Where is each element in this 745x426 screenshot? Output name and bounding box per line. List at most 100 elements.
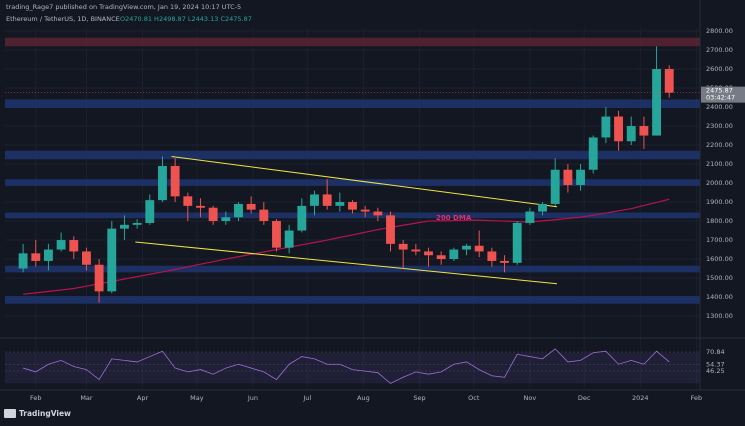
countdown: 03:42:47: [706, 94, 735, 102]
y-tick-label: 2400.00: [706, 103, 733, 111]
candle-body: [373, 211, 383, 216]
axes: 1300.00 1400.00 1500.00 1600.00 1700.00 1800.…: [30, 27, 745, 402]
candle-body: [82, 251, 91, 265]
y-tick-label: 2100.00: [706, 160, 733, 168]
candle-body: [107, 228, 117, 292]
x-tick-label: Apr: [137, 394, 149, 402]
x-tick-label: Feb: [691, 394, 703, 402]
candle-body: [626, 126, 636, 142]
candle-body: [563, 169, 573, 185]
moving-average-line: [23, 198, 670, 295]
x-tick-label: Feb: [30, 394, 42, 402]
trendline: [135, 241, 558, 285]
ohlc-text: O2470.81 H2498.87 L2443.13 C2475.87: [120, 15, 252, 23]
candle-body: [335, 202, 345, 206]
candle-body: [310, 194, 319, 206]
candle-body: [500, 260, 509, 263]
zone: [5, 150, 700, 160]
candle-body: [639, 126, 649, 136]
y-tick-label: 2000.00: [706, 179, 733, 187]
candle-body: [158, 165, 167, 201]
candle-body: [664, 69, 674, 93]
candle-body: [588, 137, 598, 170]
symbol: Ethereum / TetherUS, 1D, BINANCE: [6, 15, 120, 23]
y-tick-label: 1700.00: [706, 236, 733, 244]
x-tick-label: Oct: [468, 394, 480, 402]
candle-body: [614, 116, 623, 142]
y-tick-label: 1900.00: [706, 198, 733, 206]
candle-body: [449, 249, 459, 260]
x-tick-label: May: [190, 394, 204, 402]
y-tick-label: 1600.00: [706, 255, 733, 263]
candle-body: [424, 251, 433, 256]
candle-body: [398, 243, 408, 250]
dma-label: 200 DMA: [436, 214, 472, 222]
candle-body: [474, 245, 484, 252]
rsi-band: [5, 352, 700, 384]
y-tick-label: 1500.00: [706, 274, 733, 282]
candle-body: [386, 215, 395, 244]
brand: TradingView: [19, 409, 71, 418]
x-tick-label: Aug: [357, 394, 370, 402]
zone: [5, 212, 700, 219]
rsi-tick-label: 46.25: [706, 367, 725, 375]
y-tick-label: 1300.00: [706, 312, 733, 320]
zones: [5, 37, 700, 304]
candle-body: [145, 200, 155, 223]
y-tick-label: 2300.00: [706, 122, 733, 130]
candle-body: [69, 240, 79, 252]
candle-body: [360, 209, 370, 212]
candle-body: [196, 205, 205, 208]
candle-body: [132, 222, 142, 225]
zone: [5, 99, 700, 108]
candle-body: [170, 165, 180, 197]
candle-body: [221, 217, 231, 222]
x-tick-label: Dec: [578, 394, 591, 402]
candle-body: [259, 209, 269, 222]
y-tick-label: 1800.00: [706, 217, 733, 225]
trendline: [171, 155, 558, 208]
last-price-tag: [701, 86, 745, 103]
y-tick-label: 2200.00: [706, 141, 733, 149]
x-tick-label: Sep: [413, 394, 425, 402]
candle-body: [538, 203, 547, 212]
candle-body: [436, 255, 446, 260]
candle-body: [18, 253, 28, 269]
rsi-tick-label: 70.84: [706, 348, 725, 356]
candle-body: [56, 240, 66, 250]
candle-body: [462, 245, 471, 250]
candle-body: [183, 196, 193, 206]
plot: [5, 46, 700, 384]
candle-body: [297, 205, 307, 231]
candle-body: [234, 203, 243, 218]
candle-body: [487, 251, 497, 261]
y-tick-label: 1400.00: [706, 293, 733, 301]
zone: [5, 179, 700, 186]
candle-body: [525, 211, 535, 223]
candle-body: [120, 224, 129, 229]
y-tick-label: 2600.00: [706, 65, 733, 73]
x-tick-label: Nov: [524, 394, 537, 402]
candle-body: [284, 230, 294, 248]
x-tick-label: Jul: [302, 394, 311, 402]
x-tick-label: 2024: [632, 394, 649, 402]
candle-body: [601, 116, 611, 138]
header: trading_Rage7 published on TradingView.c…: [6, 3, 241, 11]
candle-body: [246, 203, 256, 210]
zone: [5, 265, 700, 273]
rsi-line: [22, 348, 670, 384]
x-tick-label: Mar: [80, 394, 93, 402]
x-tick-label: Jun: [247, 394, 258, 402]
rsi-tick-label: 54.37: [706, 361, 725, 369]
candle-body: [208, 207, 218, 222]
y-tick-label: 2700.00: [706, 46, 733, 54]
candle-body: [652, 69, 661, 136]
candle-body: [576, 169, 585, 185]
zone: [5, 296, 700, 304]
candle-body: [348, 202, 357, 210]
brand-logo: [4, 409, 16, 418]
candle-body: [550, 169, 560, 204]
candle-body: [322, 194, 332, 206]
candle-body: [512, 222, 522, 263]
